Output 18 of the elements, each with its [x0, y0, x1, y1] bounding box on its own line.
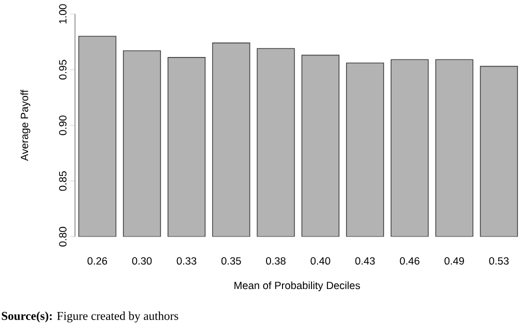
x-tick-label: 0.40	[310, 257, 330, 265]
x-tick-label: 0.49	[444, 257, 464, 265]
x-tick-label: 0.30	[132, 257, 152, 265]
x-tick-label: 0.26	[88, 257, 108, 265]
y-axis-title: Average Payoff	[20, 90, 30, 161]
y-tick-label: 0.80	[59, 226, 66, 246]
y-tick-label: 0.85	[59, 171, 66, 191]
x-tick-label: 0.33	[176, 257, 196, 265]
text: Source(s): Figure created by authors	[2, 312, 178, 322]
y-tick-label: 0.90	[59, 116, 66, 136]
y-tick-label: 1.00	[59, 4, 66, 24]
y-tick-label: 0.95	[59, 60, 66, 80]
x-tick-label: 0.35	[221, 257, 241, 265]
x-tick-label: 0.43	[355, 257, 375, 265]
x-axis-title: Mean of Probability Deciles	[234, 281, 360, 292]
x-tick-label: 0.38	[266, 257, 286, 265]
x-tick-label: 0.53	[489, 257, 509, 265]
x-tick-label: 0.46	[400, 257, 420, 265]
